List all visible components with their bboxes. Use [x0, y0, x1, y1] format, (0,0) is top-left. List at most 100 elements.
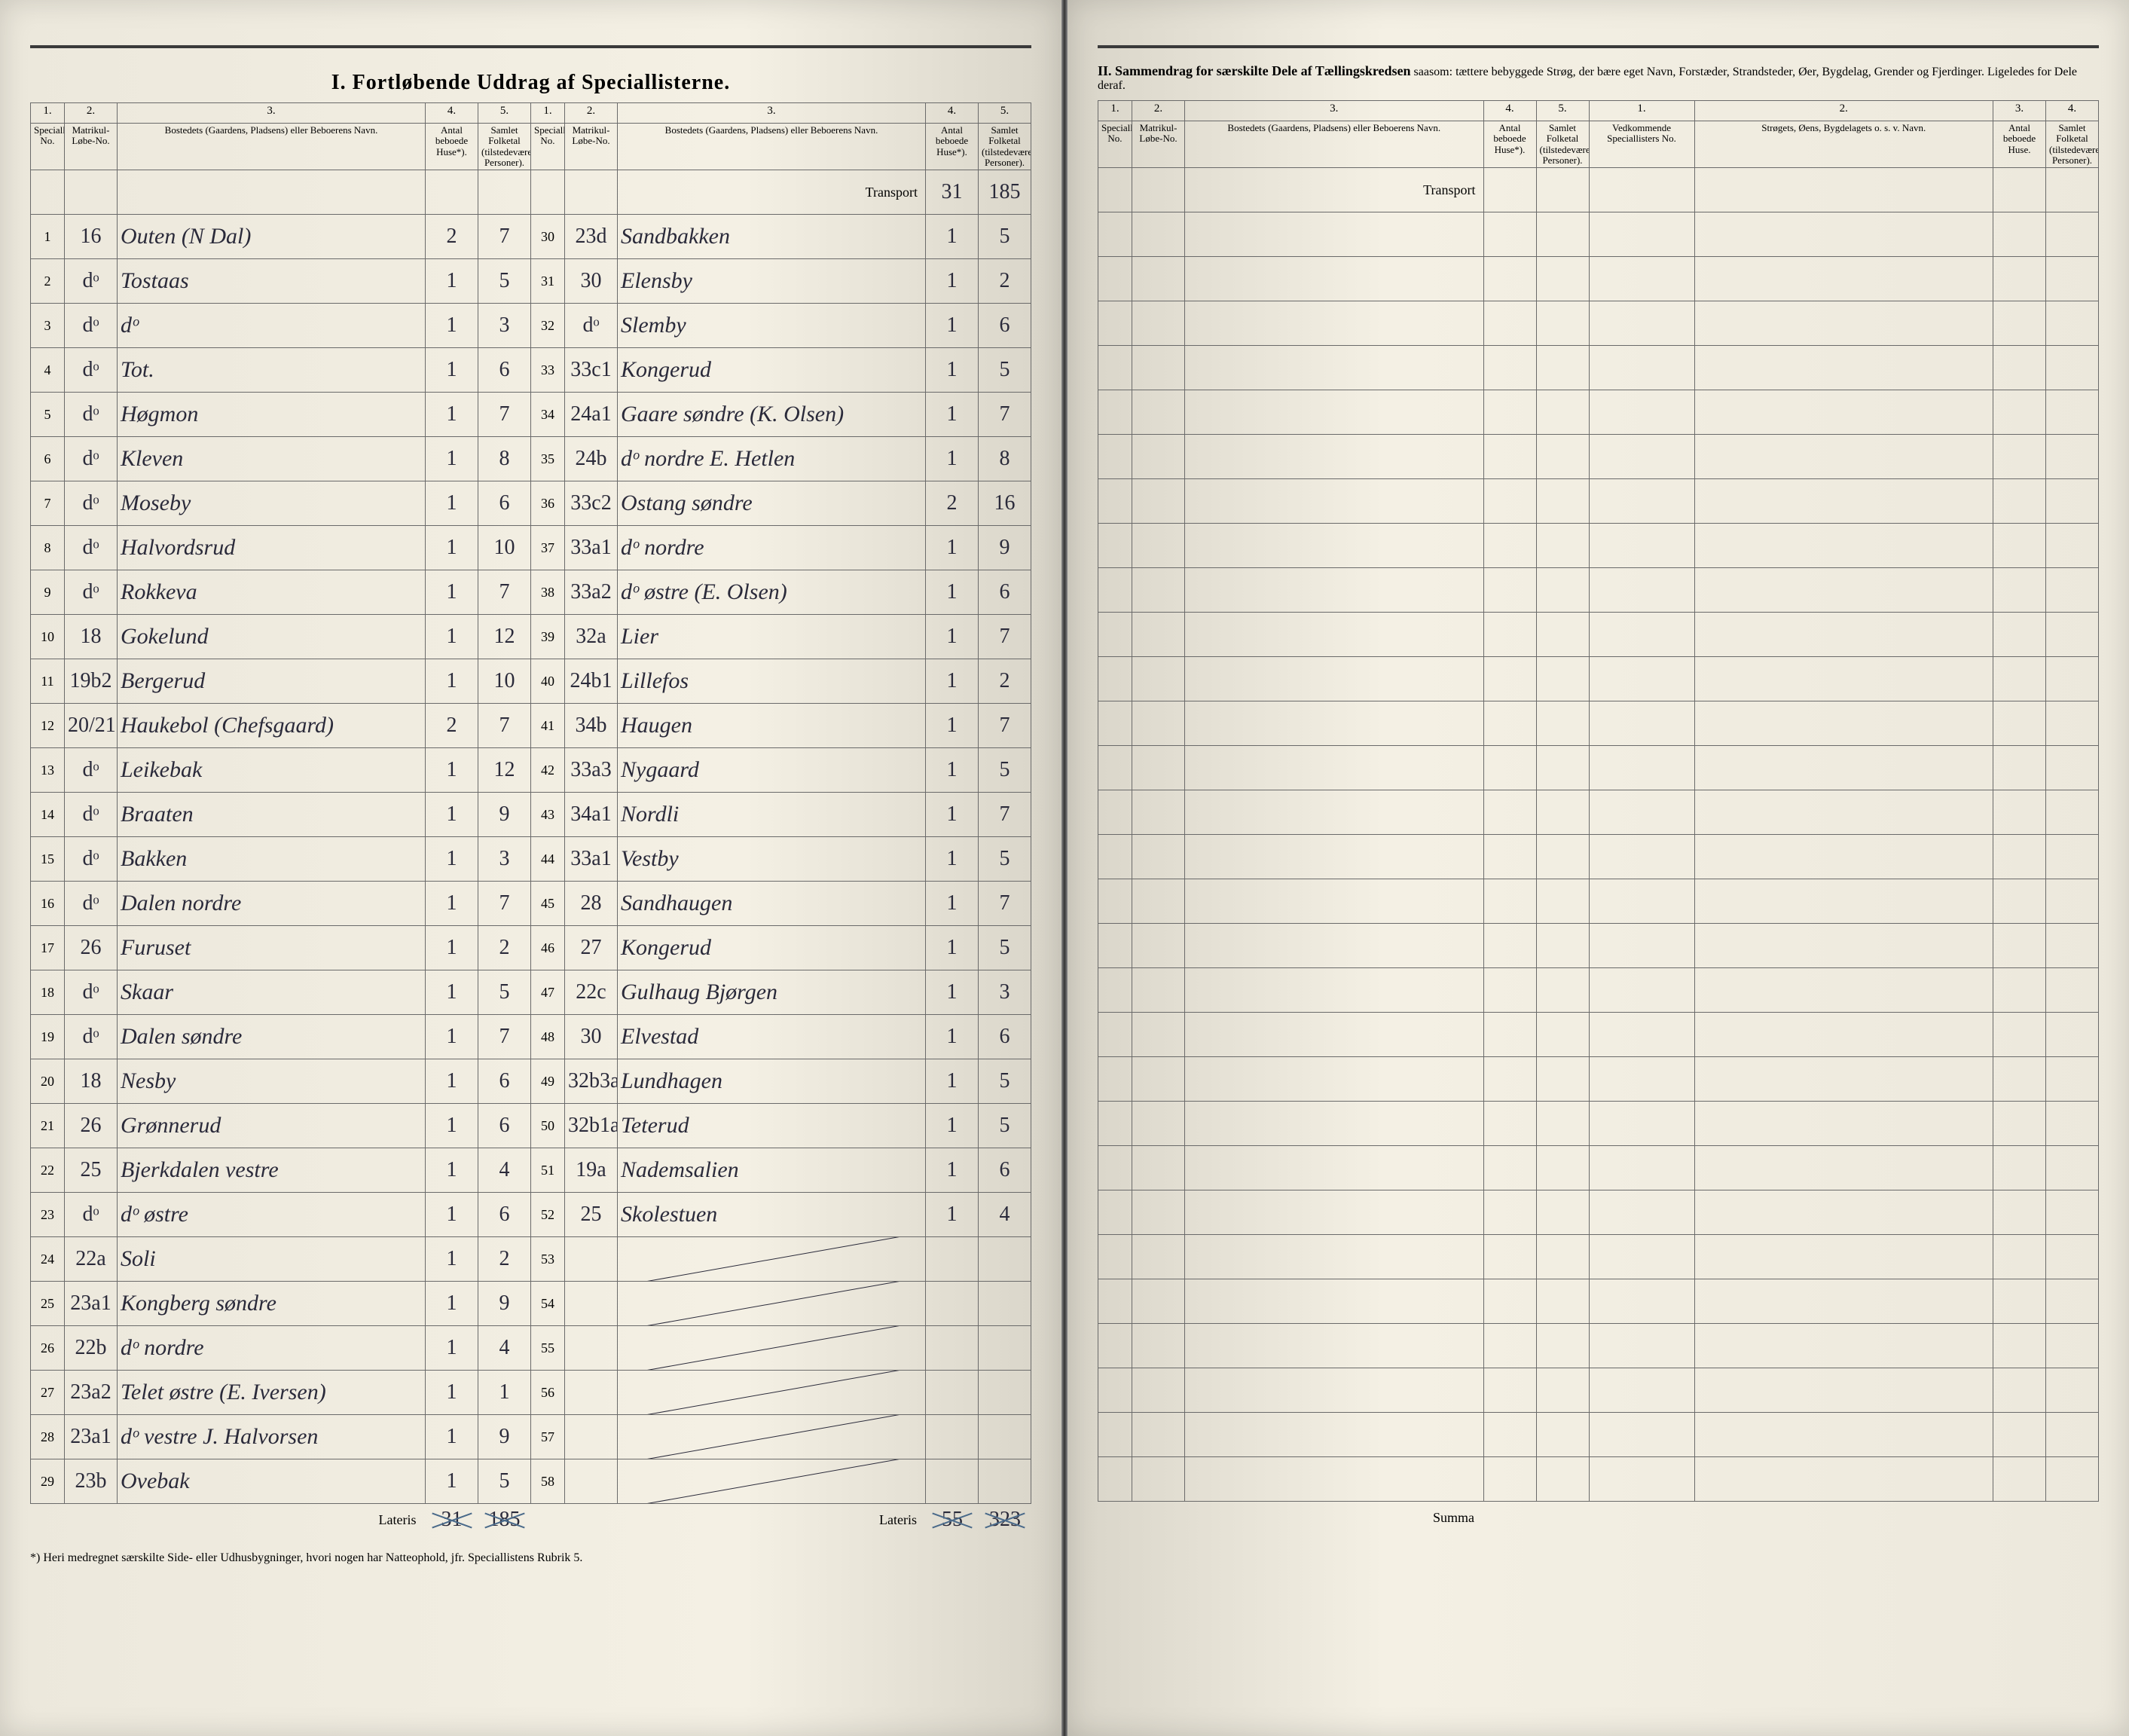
property-name: Elensby	[618, 259, 926, 304]
col-header: Samlet Folketal (tilstedeværende Persone…	[1536, 121, 1589, 168]
lateris-persons-mid: 323	[979, 1503, 1031, 1536]
person-count	[979, 1237, 1031, 1282]
table-row	[1098, 1324, 2099, 1368]
row-number: 57	[531, 1415, 565, 1459]
table-row	[1098, 657, 2099, 701]
matrikul-no: 24a1	[565, 393, 618, 437]
row-number: 21	[31, 1104, 65, 1148]
matrikul-no: 32a	[565, 615, 618, 659]
house-count: 1	[426, 348, 478, 393]
row-number: 6	[31, 437, 65, 481]
table-row	[1098, 479, 2099, 524]
matrikul-no: 23b	[65, 1459, 118, 1504]
house-count: 1	[926, 837, 979, 882]
matrikul-no: 26	[65, 1104, 118, 1148]
matrikul-no: 28	[565, 882, 618, 926]
house-count: 1	[426, 526, 478, 570]
matrikul-no: dᵒ	[65, 481, 118, 526]
table-row: 13dᵒLeikebak1124233a3Nygaard15	[31, 748, 1031, 793]
property-name: Vestby	[618, 837, 926, 882]
row-number: 19	[31, 1015, 65, 1059]
table-row: 3dᵒdᵒ1332dᵒSlemby16	[31, 304, 1031, 348]
house-count: 1	[426, 1415, 478, 1459]
property-name: Bakken	[118, 837, 426, 882]
row-number: 42	[531, 748, 565, 793]
house-count: 1	[926, 1193, 979, 1237]
property-name: Leikebak	[118, 748, 426, 793]
property-name: Sandbakken	[618, 215, 926, 259]
property-name: Høgmon	[118, 393, 426, 437]
house-count: 1	[426, 1148, 478, 1193]
house-count: 1	[926, 393, 979, 437]
table-row	[1098, 1279, 2099, 1324]
col-header: Strøgets, Øens, Bygdelagets o. s. v. Nav…	[1694, 121, 1993, 168]
matrikul-no: dᵒ	[65, 570, 118, 615]
col-header: Samlet Folketal (tilstedeværende Persone…	[478, 124, 531, 170]
table-header: 1.2.3.4.5. 1.2.3.4.5. Speciallisternes N…	[31, 103, 1031, 170]
table-row	[1098, 790, 2099, 835]
matrikul-no: 30	[565, 259, 618, 304]
property-name: Bergerud	[118, 659, 426, 704]
table-row	[1098, 1102, 2099, 1146]
person-count: 5	[979, 1104, 1031, 1148]
person-count: 7	[979, 393, 1031, 437]
col-header: Matrikul-Løbe-No.	[65, 124, 118, 170]
table-row: 15dᵒBakken134433a1Vestby15	[31, 837, 1031, 882]
table-row	[1098, 968, 2099, 1013]
row-number: 24	[31, 1237, 65, 1282]
matrikul-no: 33c2	[565, 481, 618, 526]
house-count: 2	[926, 481, 979, 526]
house-count	[926, 1415, 979, 1459]
person-count: 5	[979, 1059, 1031, 1104]
house-count: 1	[426, 926, 478, 970]
person-count: 9	[979, 526, 1031, 570]
row-number: 20	[31, 1059, 65, 1104]
house-count	[926, 1459, 979, 1504]
table-header-right: 1.2.3.4.5. 1.2.3.4. Speciallisternes No.…	[1098, 101, 2099, 168]
lateris-label: Lateris	[618, 1503, 927, 1536]
table-row: 8dᵒHalvordsrud1103733a1dᵒ nordre19	[31, 526, 1031, 570]
property-name	[618, 1282, 926, 1326]
table-row: 2018Nesby164932b3aLundhagen15	[31, 1059, 1031, 1104]
row-number: 44	[531, 837, 565, 882]
house-count: 1	[426, 970, 478, 1015]
house-count: 1	[926, 215, 979, 259]
row-number: 8	[31, 526, 65, 570]
table-row	[1098, 1146, 2099, 1190]
table-row	[1098, 1057, 2099, 1102]
person-count: 7	[478, 570, 531, 615]
property-name: Kleven	[118, 437, 426, 481]
col-header: Bostedets (Gaardens, Pladsens) eller Beb…	[1185, 121, 1484, 168]
matrikul-no: 26	[65, 926, 118, 970]
person-count: 6	[979, 570, 1031, 615]
table-row	[1098, 1190, 2099, 1235]
table-row: 23dᵒdᵒ østre165225Skolestuen14	[31, 1193, 1031, 1237]
matrikul-no	[565, 1371, 618, 1415]
property-name	[618, 1237, 926, 1282]
property-name: Ostang søndre	[618, 481, 926, 526]
person-count: 6	[979, 1015, 1031, 1059]
property-name: Outen (N Dal)	[118, 215, 426, 259]
house-count: 1	[426, 793, 478, 837]
property-name: dᵒ østre	[118, 1193, 426, 1237]
lateris-table: Lateris 31 185 Lateris 55 323	[30, 1503, 1031, 1536]
person-count	[979, 1459, 1031, 1504]
matrikul-no: dᵒ	[65, 1015, 118, 1059]
house-count: 1	[926, 793, 979, 837]
row-number: 27	[31, 1371, 65, 1415]
property-name: Tot.	[118, 348, 426, 393]
property-name: Kongberg søndre	[118, 1282, 426, 1326]
matrikul-no: 22c	[565, 970, 618, 1015]
matrikul-no: 16	[65, 215, 118, 259]
property-name: Kongerud	[618, 926, 926, 970]
table-row: 2dᵒTostaas153130Elensby12	[31, 259, 1031, 304]
table-row: 1018Gokelund1123932aLier17	[31, 615, 1031, 659]
house-count: 1	[926, 259, 979, 304]
col-header: Speciallisternes No.	[1098, 121, 1132, 168]
table-row	[1098, 301, 2099, 346]
row-number: 43	[531, 793, 565, 837]
matrikul-no: 32b1a	[565, 1104, 618, 1148]
matrikul-no: dᵒ	[65, 393, 118, 437]
table-row	[1098, 212, 2099, 257]
person-count: 7	[478, 215, 531, 259]
